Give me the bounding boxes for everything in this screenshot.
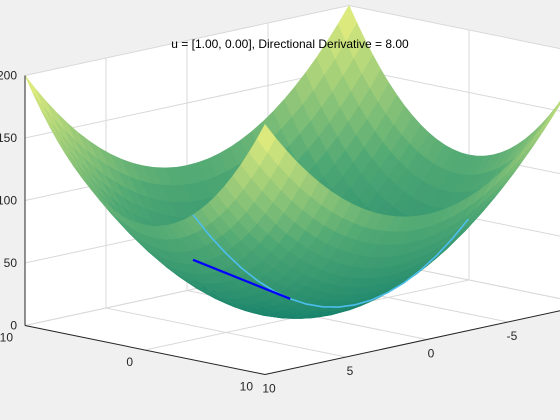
- surface-patch: [553, 102, 560, 114]
- tick-label: 150: [0, 131, 17, 145]
- chart-title: u = [1.00, 0.00], Directional Derivative…: [171, 37, 409, 51]
- tick-label: 0: [126, 355, 133, 369]
- y-axis-line: [24, 325, 266, 375]
- surface-mesh: [24, 4, 560, 319]
- surface-patch: [548, 100, 560, 122]
- x-axis-line: [264, 310, 560, 375]
- tick-label: 50: [4, 256, 18, 270]
- derivative-line: [192, 258, 291, 300]
- tick-label: -5: [507, 329, 518, 343]
- axis-lines: [24, 75, 560, 375]
- trace-curves: [192, 214, 470, 308]
- tick-label: 0: [428, 347, 435, 361]
- tick-label: 200: [0, 69, 17, 83]
- tick-label: 0: [10, 319, 17, 333]
- tick-label: 10: [240, 380, 254, 394]
- tick-label: 5: [347, 364, 354, 378]
- tick-label: 10: [262, 382, 276, 396]
- trace-curve: [192, 214, 470, 308]
- tick-label: -10: [0, 331, 13, 345]
- tick-label: 100: [0, 194, 17, 208]
